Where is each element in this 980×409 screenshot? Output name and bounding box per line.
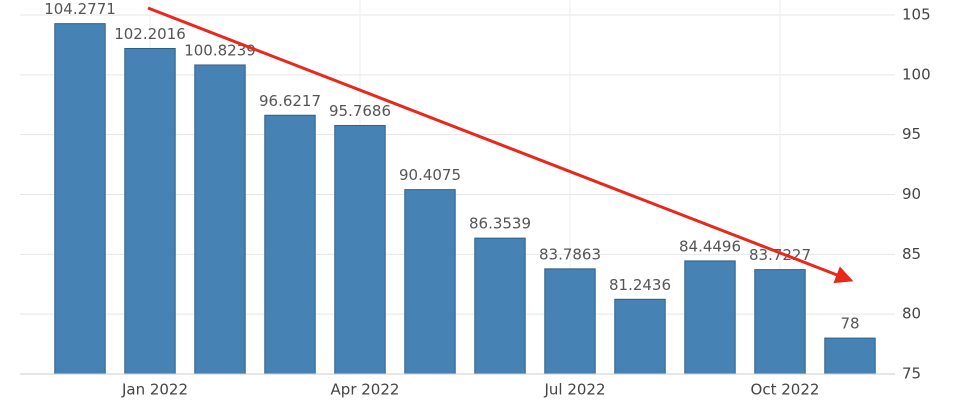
value-label: 104.2771 (44, 0, 116, 18)
bar (824, 337, 876, 375)
y-tick-label: 80 (902, 305, 921, 323)
bar (194, 64, 246, 375)
y-tick-label: 105 (902, 6, 931, 24)
plot-area: 75 80 85 90 95 100 105 104.2771 102.2016 Jan 2022… (20, 0, 931, 399)
value-label: 102.2016 (114, 25, 186, 43)
y-tick-label: 85 (902, 245, 921, 263)
y-tick-label: 95 (902, 125, 921, 143)
value-label: 90.4075 (399, 166, 461, 184)
value-label: 83.7863 (539, 245, 601, 263)
bar (684, 260, 736, 375)
bar (614, 298, 666, 375)
value-label: 78 (840, 315, 859, 333)
bar (404, 189, 456, 375)
x-tick-label: Jul 2022 (543, 381, 605, 399)
value-label: 81.2436 (609, 276, 671, 294)
bar (124, 47, 176, 375)
x-tick-label: Oct 2022 (751, 381, 820, 399)
x-tick-label: Jan 2022 (121, 381, 188, 399)
bar (754, 269, 806, 375)
x-tick-label: Apr 2022 (331, 381, 400, 399)
trend-arrow (147, 6, 854, 284)
value-label: 95.7686 (329, 102, 391, 120)
value-label: 96.6217 (259, 92, 321, 110)
y-tick-label: 90 (902, 185, 921, 203)
value-label: 84.4496 (679, 237, 741, 255)
bar (544, 268, 596, 375)
value-label: 100.8239 (184, 41, 256, 59)
bar (334, 124, 386, 375)
bar (54, 23, 106, 375)
y-tick-label: 100 (902, 65, 931, 83)
bar (264, 114, 316, 375)
value-label: 86.3539 (469, 215, 531, 233)
y-tick-label: 75 (902, 365, 921, 383)
bar (474, 237, 526, 375)
